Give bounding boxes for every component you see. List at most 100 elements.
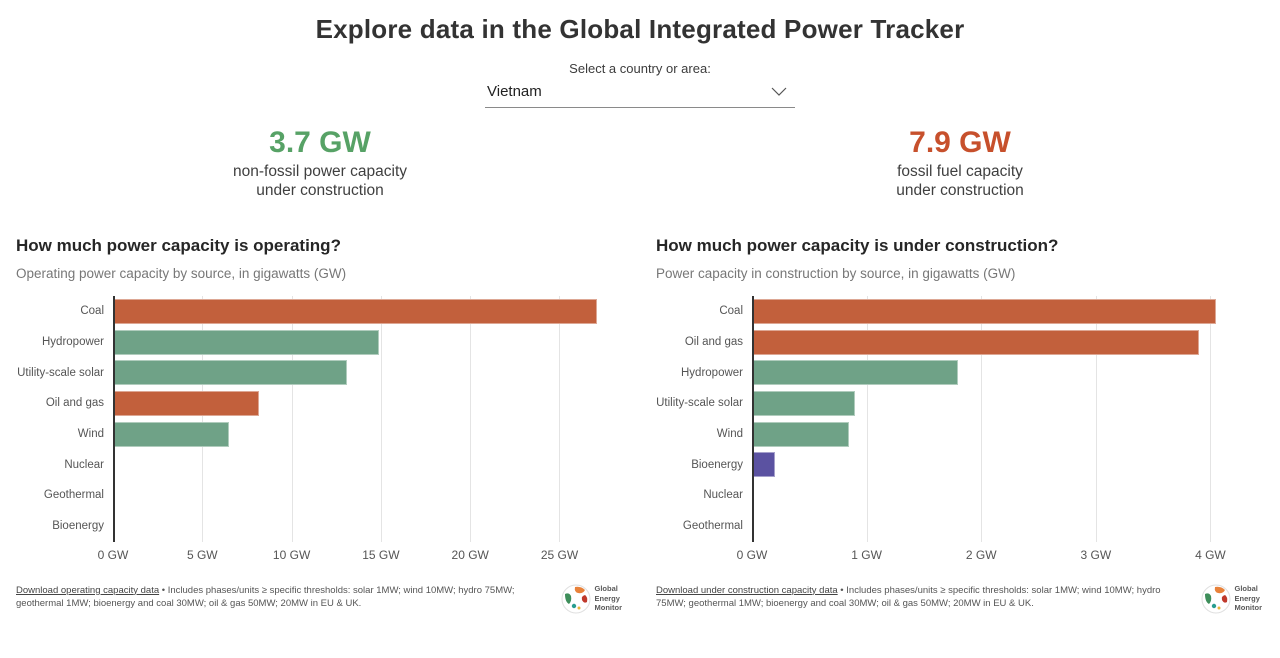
download-construction-data-link[interactable]: Download under construction capacity dat…: [656, 584, 838, 596]
category-label-oil-and-gas: Oil and gas: [684, 336, 743, 349]
gridline: [559, 296, 561, 542]
x-tick-label: 0 GW: [97, 547, 129, 562]
construction-chart-section: How much power capacity is under constru…: [640, 236, 1280, 614]
category-label-geothermal: Geothermal: [682, 520, 743, 533]
bar-row: [113, 388, 622, 419]
summary-stats: 3.7 GW non-fossil power capacity under c…: [0, 126, 1280, 200]
category-label-bioenergy: Bioenergy: [691, 458, 743, 471]
operating-chart-footer: Download operating capacity data • Inclu…: [16, 584, 622, 614]
download-operating-data-link[interactable]: Download operating capacity data: [16, 584, 160, 596]
bar-oil-and-gas[interactable]: [752, 329, 1199, 355]
nonfossil-stat-label-line2: under construction: [256, 182, 384, 199]
x-tick-label: 5 GW: [186, 547, 218, 562]
x-tick-label: 1 GW: [851, 547, 882, 562]
operating-chart-section: How much power capacity is operating? Op…: [0, 236, 640, 614]
x-tick-label: 2 GW: [965, 547, 997, 562]
category-label-nuclear: Nuclear: [703, 489, 743, 502]
category-label-utility-scale-solar: Utility-scale solar: [17, 366, 104, 379]
gem-globe-icon: [1201, 584, 1230, 613]
nonfossil-stat-value: 3.7 GW: [269, 126, 371, 159]
x-tick-label: 25 GW: [540, 547, 579, 562]
bar-row: [752, 419, 1262, 450]
operating-chart-subtitle: Operating power capacity by source, in g…: [16, 266, 347, 281]
gem-logo[interactable]: Global Energy Monitor: [1201, 584, 1263, 614]
bar-coal[interactable]: [113, 298, 597, 324]
gridline: [470, 296, 472, 542]
fossil-stat: 7.9 GW fossil fuel capacity under constr…: [640, 126, 1280, 200]
bar-row: [752, 296, 1262, 327]
gridline: [380, 296, 382, 542]
gridline: [981, 296, 983, 542]
bar-wind[interactable]: [752, 421, 850, 447]
construction-footer-note: • Includes phases/units ≥ specific thres…: [656, 584, 1161, 609]
gem-logo[interactable]: Global Energy Monitor: [561, 584, 623, 614]
category-label-wind: Wind: [716, 428, 743, 441]
bar-row: [113, 327, 622, 358]
gem-globe-icon: [561, 584, 590, 613]
construction-chart-subtitle: Power capacity in construction by source…: [656, 266, 1016, 281]
category-label-hydropower: Hydropower: [42, 336, 104, 349]
bar-row: [113, 449, 622, 480]
category-label-bioenergy: Bioenergy: [52, 520, 104, 533]
bar-row: [113, 511, 622, 542]
bar-utility-scale-solar[interactable]: [113, 360, 347, 386]
gem-logo-line1: Global: [594, 584, 618, 594]
bar-row: [752, 357, 1262, 388]
y-axis-line: [752, 296, 754, 542]
bar-bioenergy[interactable]: [752, 452, 775, 478]
bar-wind[interactable]: [113, 421, 230, 447]
chevron-down-icon[interactable]: [771, 87, 787, 96]
country-selector: Select a country or area: Vietnam: [485, 61, 795, 108]
x-tick-label: 10 GW: [272, 547, 311, 562]
bar-utility-scale-solar[interactable]: [752, 390, 856, 416]
bar-row: [752, 327, 1262, 358]
gem-logo-line1: Global: [1234, 584, 1258, 594]
gridline: [1095, 296, 1097, 542]
x-tick-label: 15 GW: [362, 547, 400, 562]
category-label-geothermal: Geothermal: [43, 489, 104, 502]
x-tick-label: 0 GW: [736, 547, 768, 562]
operating-chart-plot: Coal Hydropower Utility-scale solar Oil and…: [16, 296, 622, 566]
bar-row: [752, 511, 1262, 542]
page-title: Explore data in the Global Integrated Po…: [315, 14, 965, 44]
country-select-value: Vietnam: [487, 83, 542, 100]
country-select[interactable]: Vietnam: [485, 80, 795, 108]
bar-row: [752, 480, 1262, 511]
category-label-utility-scale-solar: Utility-scale solar: [656, 397, 743, 410]
gridline: [866, 296, 868, 542]
gem-logo-line3: Monitor: [594, 603, 623, 613]
nonfossil-stat: 3.7 GW non-fossil power capacity under c…: [0, 126, 640, 200]
country-selector-label: Select a country or area:: [569, 61, 711, 76]
fossil-stat-value: 7.9 GW: [909, 126, 1011, 159]
fossil-stat-label-line2: under construction: [896, 182, 1024, 199]
construction-chart-footer: Download under construction capacity dat…: [656, 584, 1262, 614]
bar-row: [752, 388, 1262, 419]
operating-footer-note: • Includes phases/units ≥ specific thres…: [16, 584, 515, 609]
bar-row: [113, 357, 622, 388]
category-label-oil-and-gas: Oil and gas: [45, 397, 104, 410]
gridline: [291, 296, 293, 542]
bar-oil-and-gas[interactable]: [113, 390, 260, 416]
category-label-coal: Coal: [80, 305, 104, 318]
construction-chart-title: How much power capacity is under constru…: [656, 236, 1059, 255]
bar-coal[interactable]: [752, 298, 1217, 324]
bar-row: [752, 449, 1262, 480]
gem-logo-line3: Monitor: [1234, 603, 1263, 613]
x-tick-label: 4 GW: [1195, 547, 1226, 562]
bar-row: [113, 480, 622, 511]
gem-logo-line2: Energy: [1234, 593, 1260, 603]
fossil-stat-label-line1: fossil fuel capacity: [897, 163, 1023, 180]
bar-hydropower[interactable]: [113, 329, 380, 355]
category-label-hydropower: Hydropower: [681, 366, 743, 379]
nonfossil-stat-label-line1: non-fossil power capacity: [232, 163, 408, 180]
gridline: [1210, 296, 1212, 542]
bar-row: [113, 419, 622, 450]
y-axis-line: [113, 296, 115, 542]
category-label-coal: Coal: [719, 305, 743, 318]
operating-chart-title: How much power capacity is operating?: [16, 236, 341, 255]
x-tick-label: 20 GW: [451, 547, 489, 562]
gridline: [202, 296, 204, 542]
bar-hydropower[interactable]: [752, 360, 959, 386]
bar-row: [113, 296, 622, 327]
category-label-nuclear: Nuclear: [64, 458, 104, 471]
